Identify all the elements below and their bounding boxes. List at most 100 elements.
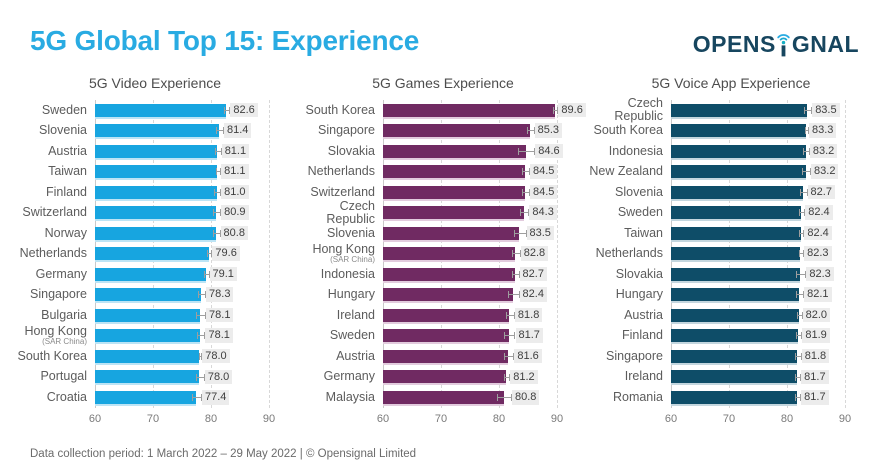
bar-row: Netherlands 79.6 [11,244,299,265]
error-whisker [215,168,222,176]
bar-value-label: 81.8 [514,307,543,323]
bar-row: Taiwan 82.4 [587,223,875,244]
bar [383,288,513,302]
error-whisker [804,106,813,114]
country-label: Ireland [336,307,375,322]
bar [95,288,202,302]
bar [95,103,227,117]
bar-value-label: 84.6 [535,143,563,159]
bar-row: South Korea 83.3 [587,121,875,142]
bar-row: Norway 80.8 [11,223,299,244]
row-plot: 82.3 [671,244,875,265]
chart-title: 5G Video Experience [88,75,222,91]
row-plot: 82.4 [383,285,587,306]
country-label: Hungary [615,287,663,302]
bar-row: Malaysia 80.8 [299,387,587,408]
country-label: New Zealand [589,164,663,179]
error-whisker [796,270,807,278]
row-plot: 82.8 [383,244,587,265]
country-label: Norway [44,225,87,240]
row-plot: 81.4 [95,121,299,142]
country-label: Portugal [40,369,87,384]
row-plot: 84.5 [383,182,587,203]
country-sub-label: (SAR China) [42,337,87,347]
bar-row: Ireland 81.8 [299,305,587,326]
country-label: Singapore [318,123,375,138]
country-label: Sweden [617,205,663,220]
bar [383,226,520,240]
error-whisker [204,270,210,278]
bar-row: Indonesia 82.7 [299,264,587,285]
bar [383,247,516,261]
bar [671,103,808,117]
country-label: Austria [624,307,663,322]
bar-value-label: 84.3 [529,205,557,220]
bar-value-label: 84.5 [530,184,558,200]
error-whisker [799,188,808,196]
country-label: Switzerland [22,205,87,220]
error-whisker [215,147,222,155]
chart-games-experience: 5G Games Experience South Korea 89.6 Singa… [299,65,587,428]
chart-video-experience: 5G Video Experience Sweden 82.6 Slovenia 81… [11,65,299,428]
bar [383,329,509,343]
row-plot: 81.8 [383,305,587,326]
row-plot: 80.9 [95,203,299,224]
row-plot: 82.4 [671,203,875,224]
chart-plot-area: South Korea 89.6 Singapore 85.3 Slovakia 84.6… [299,100,587,408]
bar [95,370,200,384]
error-whisker [198,291,207,299]
country-label: Germany [35,266,87,281]
bar-value-label: 82.4 [804,225,832,241]
bar [95,226,216,240]
error-whisker [798,209,806,217]
bar-value-label: 81.8 [801,348,830,364]
bar-value-label: 78.0 [202,348,230,364]
chart-x-axis: 60 70 80 90 [665,412,875,428]
bar-value-label: 82.1 [804,287,832,302]
axis-tick-label: 60 [88,413,102,425]
bar-value-label: 81.7 [515,328,543,343]
bar-row: Hungary 82.1 [587,285,875,306]
country-label: Austria [48,143,87,158]
page-title: 5G Global Top 15: Experience [30,25,420,56]
country-label: Ireland [624,369,663,384]
row-plot: 81.0 [95,182,299,203]
country-label: Singapore [30,287,87,302]
bar [95,206,217,220]
row-plot: 82.1 [671,285,875,306]
bar-row: Netherlands 82.3 [587,244,875,265]
error-whisker [514,229,527,237]
country-label: Germany [323,369,375,384]
bar [383,103,555,117]
bar [671,267,801,281]
bar-value-label: 82.6 [230,102,258,118]
bar [671,124,807,138]
bar-value-label: 77.4 [201,390,230,405]
axis-tick-label: 90 [550,413,564,425]
error-whisker [518,147,536,155]
country-label: Slovenia [39,123,87,138]
error-whisker [191,394,202,402]
error-whisker [803,147,810,155]
error-whisker [212,229,221,237]
bar [671,308,799,322]
country-label: Finland [622,328,663,343]
bar-row: Slovenia 81.4 [11,121,299,142]
bar-value-label: 83.2 [809,143,838,159]
country-label: Hong Kong (SAR China) [299,243,383,265]
country-label: Slovakia [615,266,663,281]
bar-value-label: 80.8 [220,225,248,241]
bar-row: Taiwan 81.1 [11,162,299,183]
bar-value-label: 78.1 [206,307,234,323]
bar [671,390,797,404]
bar [95,308,200,322]
row-plot: 82.0 [671,305,875,326]
country-label: South Korea [17,348,88,363]
error-whisker [216,127,225,135]
error-whisker [196,332,206,340]
gridline [845,100,846,408]
bar-value-label: 82.3 [806,266,834,282]
bar-row: Sweden 81.7 [299,326,587,347]
bar-value-label: 78.0 [204,369,233,384]
country-label: Romania [612,389,663,404]
